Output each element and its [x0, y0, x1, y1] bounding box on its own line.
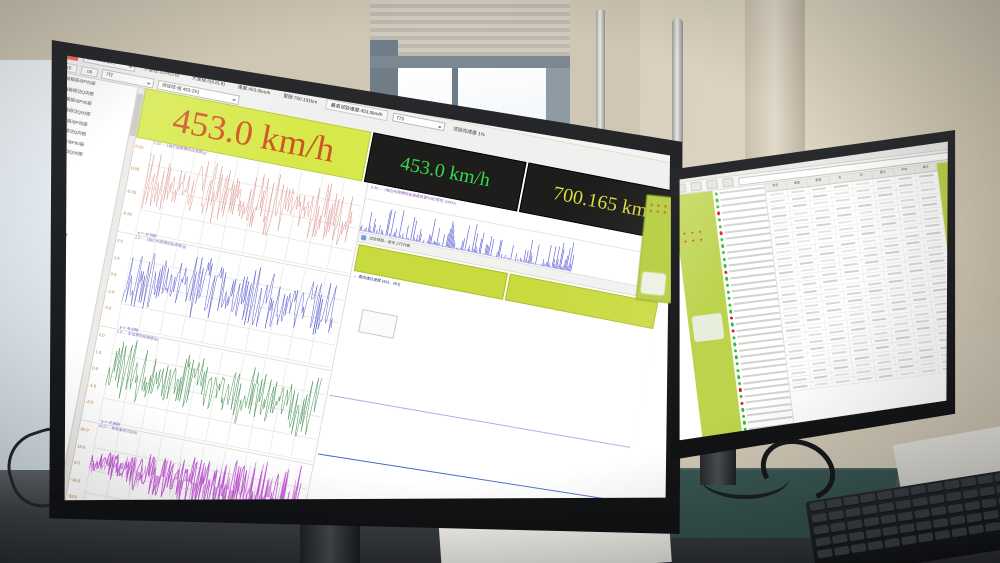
y-tick-label: 32.0 — [80, 426, 90, 433]
waveform — [121, 252, 337, 335]
y-tick-label: -0.50 — [122, 210, 133, 217]
status-dot — [716, 211, 721, 216]
waveform — [141, 152, 354, 245]
y-tick-label: 1.0 — [95, 348, 102, 355]
toolbar-button[interactable] — [721, 177, 734, 188]
waveform — [104, 340, 322, 437]
y-tick-label: -1.0 — [88, 382, 97, 389]
toolbar-button[interactable] — [690, 181, 703, 192]
y-tick-label: 0.0 — [110, 271, 117, 278]
status-dot — [723, 263, 728, 268]
panel-illustration — [640, 271, 667, 296]
y-tick-label: -2.0 — [103, 304, 112, 311]
status-dot — [735, 362, 740, 366]
status-dot — [732, 335, 737, 340]
banner-illustration — [691, 312, 725, 343]
status-dot — [742, 420, 747, 425]
status-dot — [731, 329, 736, 334]
status-dot — [724, 270, 728, 275]
y-tick-label: 2.0 — [98, 332, 106, 338]
chart-wheel-rail-force[interactable]: 32.0 — 轮轨垂向力(kN)32.016.00.0-16.0-32.0 — [64, 420, 313, 501]
y-tick-label: 0.25 — [135, 143, 144, 150]
analysis-side-panel: 0.00 — 1轴左构架横向加速度频谱分析(带宽 100Hz) 采样点 1.00… — [294, 182, 671, 501]
y-tick-label: -16.0 — [70, 476, 81, 483]
spectrum-plot — [359, 199, 669, 292]
table-cell — [811, 379, 834, 389]
window-header — [370, 56, 570, 68]
y-tick-label: 1.0 — [113, 254, 121, 261]
status-dot — [720, 244, 725, 249]
y-tick-label: 0.0 — [73, 459, 81, 466]
panel-dots — [649, 203, 672, 220]
wall-pipe — [672, 18, 683, 168]
status-dot — [730, 322, 735, 327]
table-cell — [854, 374, 877, 384]
plot-column: 453.0 km/h 453.0 km/h 700.165 km 0.50 — … — [64, 88, 671, 501]
y-tick-label: 16.0 — [76, 442, 86, 450]
speed-secondary-value: 453.0 km/h — [398, 152, 492, 192]
status-dot — [740, 401, 745, 406]
table-cell — [789, 382, 812, 392]
status-dot — [719, 231, 724, 235]
status-dot — [739, 394, 744, 399]
status-dot — [727, 296, 732, 301]
table-cell — [896, 369, 920, 379]
monitor-stand-left — [300, 520, 360, 563]
table-cell — [918, 366, 941, 376]
status-dot — [722, 257, 727, 262]
status-dot — [714, 191, 719, 196]
charts-area: 0.50 — 1轴左轴箱横向加速度(g)0.250.00-0.25-0.50y … — [64, 137, 671, 501]
chart-stack: 0.50 — 1轴左轴箱横向加速度(g)0.250.00-0.25-0.50y … — [64, 137, 368, 501]
y-tick-label: -2.0 — [85, 398, 94, 405]
status-dot — [729, 309, 733, 314]
status-dot — [728, 303, 733, 307]
status-dot — [733, 348, 738, 353]
list-icon — [360, 234, 367, 241]
chart-bogie-frame-accel[interactable]: 2.0 — 1轴左构架横向加速度(g)2.01.00.0-1.0-2.0y = … — [99, 231, 350, 372]
status-dot — [721, 250, 726, 255]
toolbar-button[interactable] — [706, 179, 719, 190]
status-dot — [726, 290, 731, 294]
y-tick-label: -0.25 — [126, 187, 137, 195]
y-tick-label: -1.0 — [107, 287, 116, 294]
chart-carbody-accel[interactable]: 2.0 — 车体横向加速度(g)2.01.00.0-1.0-2.0y = -2.… — [81, 326, 332, 466]
status-dot — [718, 224, 723, 229]
y-tick-label: 2.0 — [116, 237, 124, 244]
y-tick-label: -32.0 — [67, 492, 78, 500]
status-dot — [720, 237, 724, 242]
status-dot — [717, 218, 722, 222]
status-dot — [741, 414, 746, 419]
chart-axlebox-lateral-accel[interactable]: 0.50 — 1轴左轴箱横向加速度(g)0.250.00-0.25-0.50y … — [117, 137, 368, 277]
trend-inset-box — [358, 309, 398, 339]
waveform — [88, 452, 302, 501]
status-dot — [725, 283, 730, 288]
desk-cables — [700, 455, 790, 499]
y-tick-label: 0.0 — [91, 365, 99, 372]
status-dot — [741, 407, 745, 412]
status-dot — [736, 368, 741, 373]
status-dot — [716, 204, 720, 209]
acquisition-app-window: 实时采集监视 - ID\2023\06\30\453试验数据.tdf 编辑:20… — [64, 55, 671, 501]
trend-line-secondary — [329, 394, 631, 448]
table-cell — [832, 377, 855, 386]
app-body: 009.2轴左轴箱振动P向振 010.2轴左轴箱振动Q向振 011.2轴左轴箱振动P… — [64, 66, 671, 501]
y-tick-label: 0.00 — [130, 165, 140, 173]
status-dot — [733, 342, 737, 347]
trend-line-primary — [318, 453, 620, 501]
status-dot — [737, 375, 741, 379]
mileage-value: 700.165 km — [551, 182, 650, 222]
status-dot — [729, 316, 734, 321]
status-dot — [734, 355, 739, 360]
status-dot — [737, 381, 742, 386]
status-dot — [738, 388, 743, 393]
status-dot — [725, 276, 729, 281]
wall-pipe-secondary — [596, 10, 605, 130]
table-cell — [875, 371, 898, 381]
status-dot — [715, 198, 720, 203]
banner-dots — [680, 201, 703, 244]
